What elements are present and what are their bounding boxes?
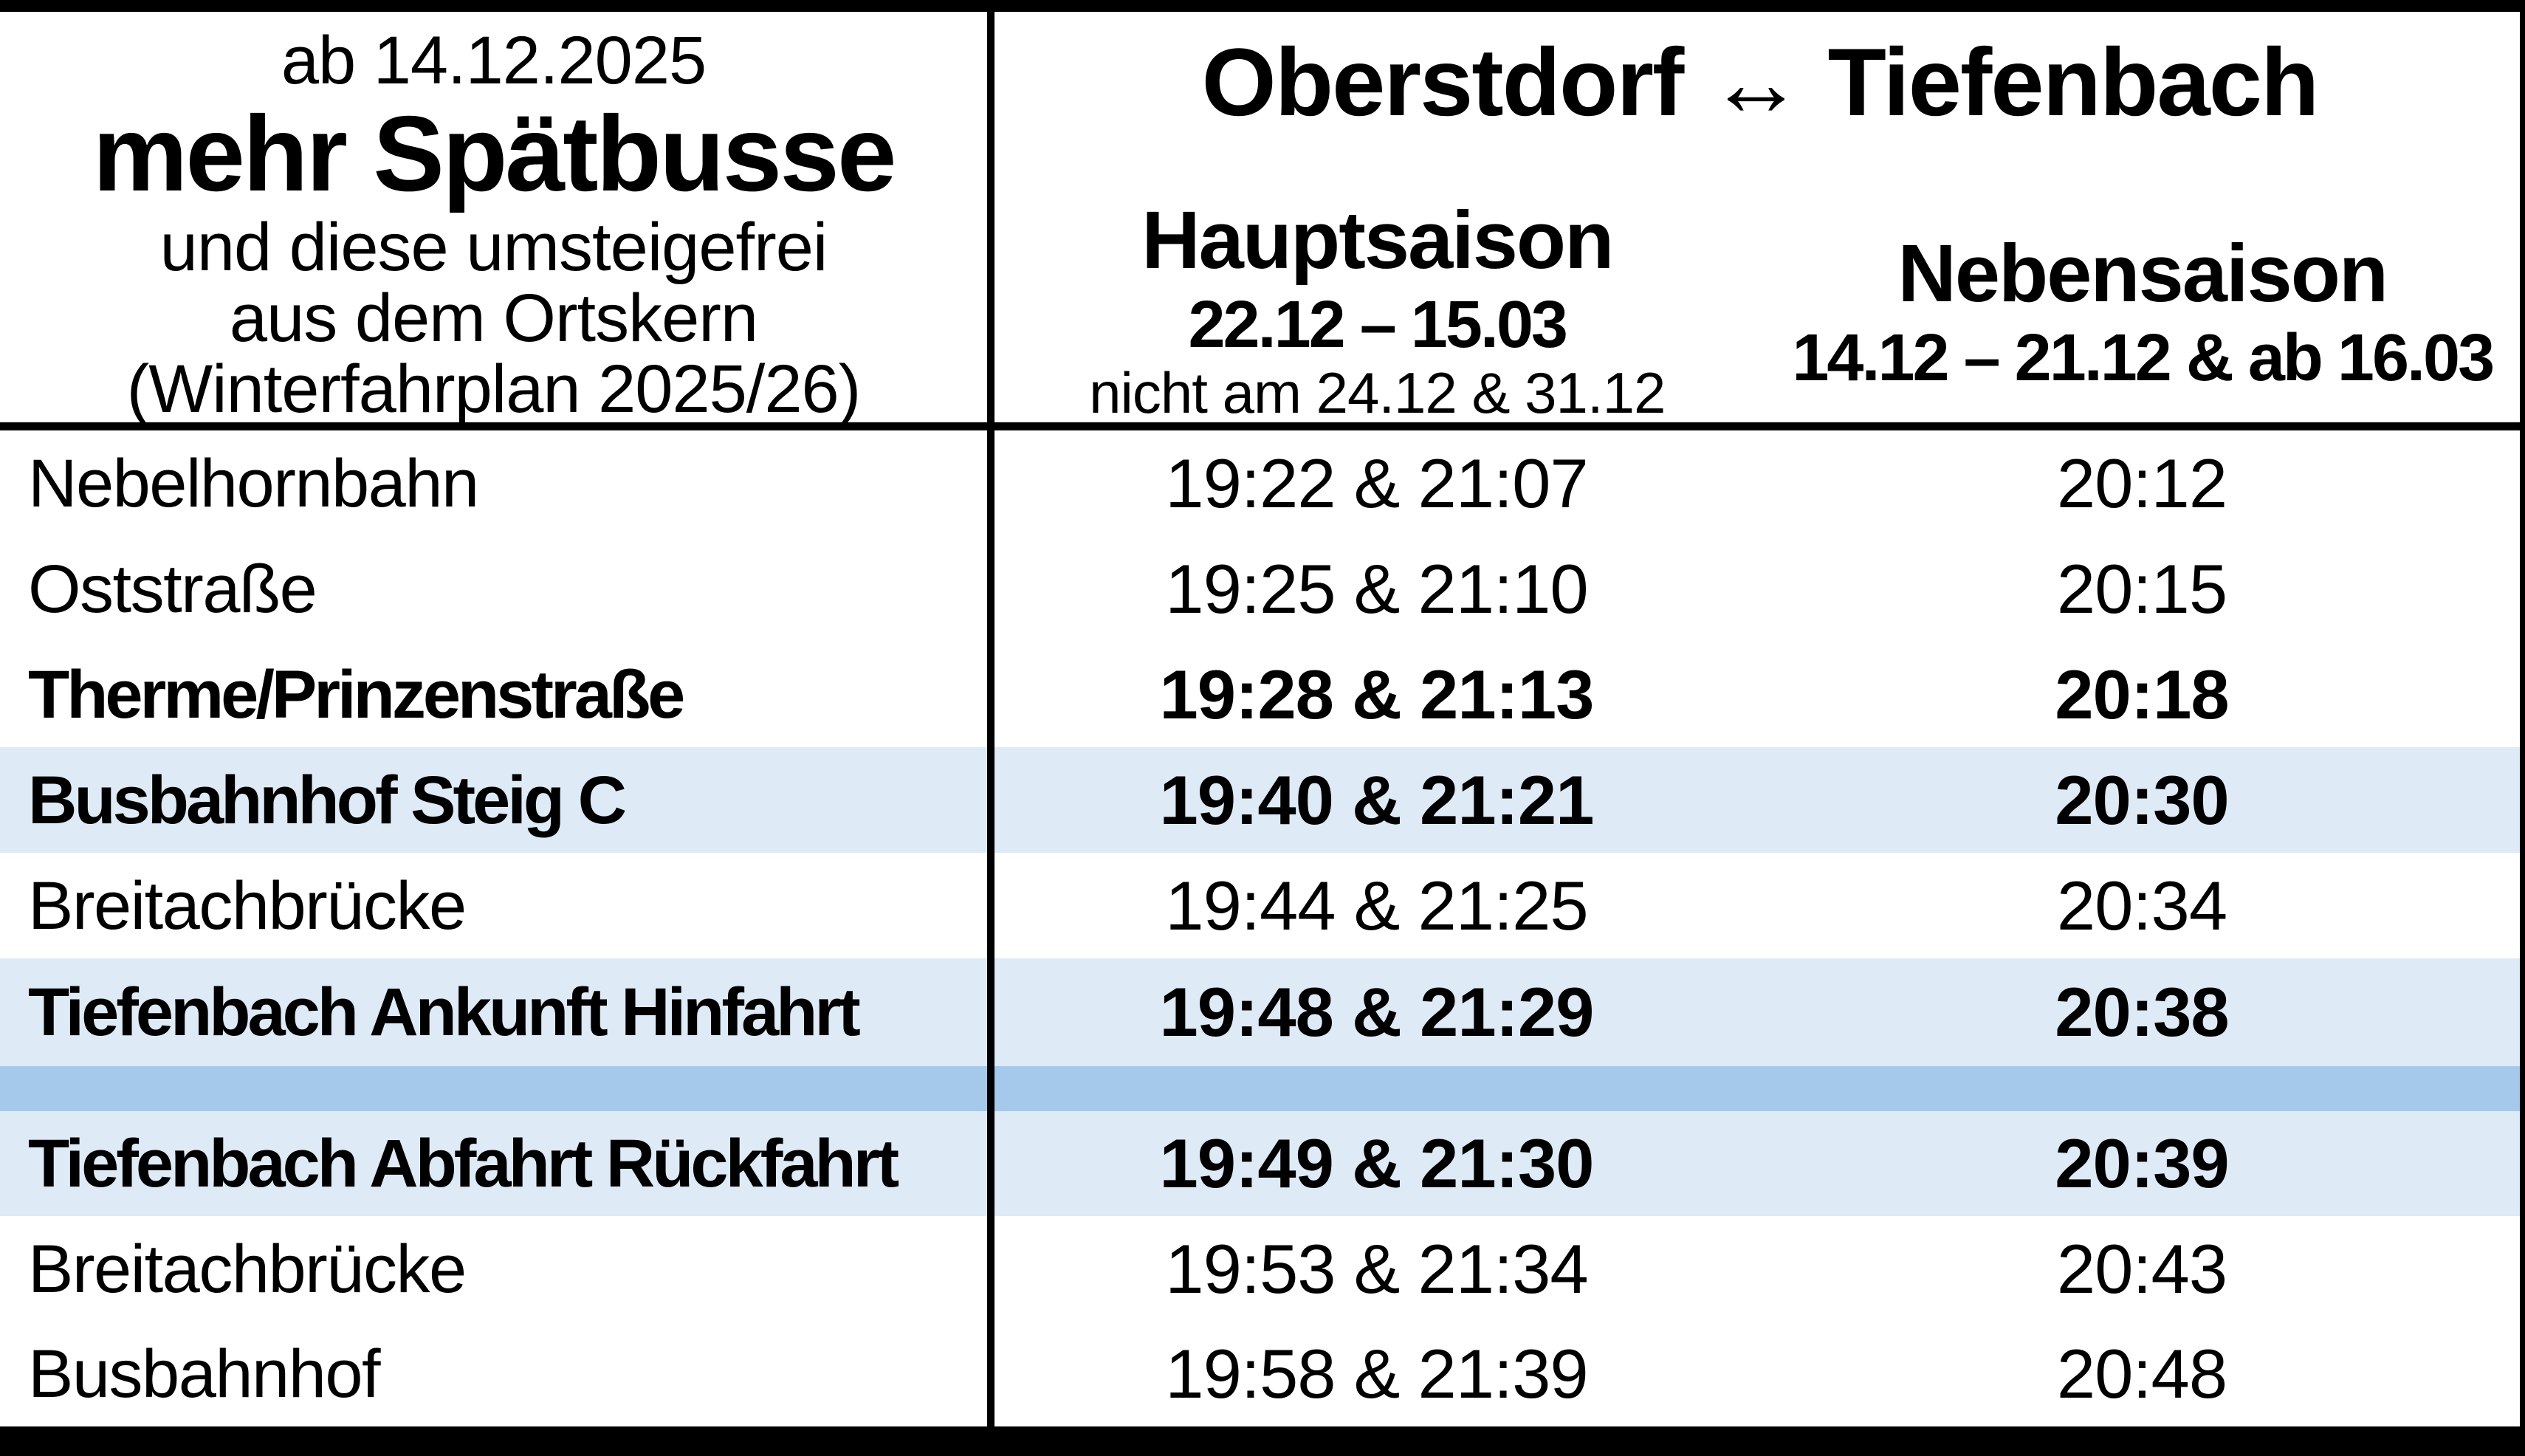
stop-name-cell: Breitachbrücke — [28, 1231, 467, 1307]
table-row: Therme/Prinzenstraße 19:28 & 21:13 20:18 — [0, 642, 2525, 747]
hauptsaison-label: Hauptsaison — [1141, 195, 1614, 286]
table-separator-row — [0, 1066, 2525, 1111]
header-divider-line — [0, 422, 2525, 430]
stop-name-cell: Breitachbrücke — [28, 868, 467, 944]
column-divider-line — [987, 0, 994, 1426]
header-right-block: Oberstdorf ↔ Tiefenbach Hauptsaison 22.1… — [994, 12, 2525, 422]
nebensaison-time-cell: 20:39 — [2055, 1124, 2229, 1202]
nebensaison-time-cell: 20:12 — [2056, 444, 2227, 522]
hauptsaison-time-cell: 19:40 & 21:21 — [1159, 760, 1595, 839]
table-row: Busbahnhof Steig C 19:40 & 21:21 20:30 — [0, 747, 2525, 853]
nebensaison-time-cell: 20:48 — [2056, 1335, 2227, 1412]
table-row: Tiefenbach Abfahrt Rückfahrt 19:49 & 21:… — [0, 1111, 2525, 1216]
nebensaison-time-cell: 20:43 — [2056, 1229, 2227, 1308]
column-header-hauptsaison: Hauptsaison 22.12 – 15.03 nicht am 24.12… — [994, 200, 1760, 422]
stop-name-cell: Oststraße — [28, 551, 317, 627]
nebensaison-time-cell: 20:15 — [2056, 549, 2227, 628]
stop-name-cell: Tiefenbach Ankunft Hinfahrt — [28, 975, 861, 1050]
nebensaison-time-cell: 20:18 — [2055, 655, 2229, 733]
top-border-bar — [0, 0, 2525, 12]
hauptsaison-time-cell: 19:53 & 21:34 — [1165, 1229, 1588, 1308]
table-row: Tiefenbach Ankunft Hinfahrt 19:48 & 21:2… — [0, 958, 2525, 1066]
nebensaison-dates: 14.12 – 21.12 & ab 16.03 — [1792, 321, 2495, 395]
timetable-rows: Nebelhornbahn 19:22 & 21:07 20:12 Oststr… — [0, 430, 2525, 1426]
table-row: Oststraße 19:25 & 21:10 20:15 — [0, 536, 2525, 642]
nebensaison-label: Nebensaison — [1897, 228, 2388, 319]
column-header-nebensaison: Nebensaison 14.12 – 21.12 & ab 16.03 — [1760, 200, 2525, 422]
hauptsaison-time-cell: 19:58 & 21:39 — [1165, 1335, 1588, 1412]
nebensaison-time-cell: 20:30 — [2055, 760, 2229, 839]
hauptsaison-time-cell: 19:48 & 21:29 — [1159, 973, 1595, 1051]
stop-name-cell: Therme/Prinzenstraße — [28, 656, 685, 732]
hauptsaison-time-cell: 19:22 & 21:07 — [1165, 444, 1588, 522]
headline-text: mehr Spätbusse — [92, 94, 896, 213]
stop-name-cell: Nebelhornbahn — [28, 445, 479, 521]
stop-name-cell: Busbahnhof — [28, 1336, 381, 1412]
table-row: Busbahnhof 19:58 & 21:39 20:48 — [0, 1322, 2525, 1426]
nebensaison-time-cell: 20:38 — [2055, 973, 2229, 1051]
subline-ortskern-text: aus dem Ortskern — [229, 281, 758, 356]
hauptsaison-time-cell: 19:44 & 21:25 — [1165, 866, 1588, 944]
right-border-line — [2520, 0, 2525, 1456]
hauptsaison-time-cell: 19:28 & 21:13 — [1159, 655, 1595, 733]
hauptsaison-time-cell: 19:25 & 21:10 — [1165, 549, 1588, 628]
route-title: Oberstdorf ↔ Tiefenbach — [1201, 28, 2320, 136]
valid-from-text: ab 14.12.2025 — [281, 23, 707, 98]
header-left-block: ab 14.12.2025 mehr Spätbusse und diese u… — [0, 12, 987, 427]
table-row: Breitachbrücke 19:44 & 21:25 20:34 — [0, 853, 2525, 958]
stop-name-cell: Busbahnhof Steig C — [28, 762, 627, 838]
season-columns: Hauptsaison 22.12 – 15.03 nicht am 24.12… — [994, 200, 2525, 422]
stop-name-cell: Tiefenbach Abfahrt Rückfahrt — [28, 1126, 899, 1201]
hauptsaison-time-cell: 19:49 & 21:30 — [1159, 1124, 1595, 1202]
hauptsaison-exclusion-note: nicht am 24.12 & 31.12 — [1089, 360, 1666, 425]
nebensaison-time-cell: 20:34 — [2056, 866, 2227, 944]
winter-plan-note: (Winterfahrplan 2025/26) — [126, 351, 862, 427]
table-row: Breitachbrücke 19:53 & 21:34 20:43 — [0, 1216, 2525, 1322]
bottom-border-bar — [0, 1426, 2525, 1456]
hauptsaison-dates: 22.12 – 15.03 — [1188, 288, 1568, 362]
subline-direct-text: und diese umsteigefrei — [159, 210, 828, 285]
table-row: Nebelhornbahn 19:22 & 21:07 20:12 — [0, 430, 2525, 536]
